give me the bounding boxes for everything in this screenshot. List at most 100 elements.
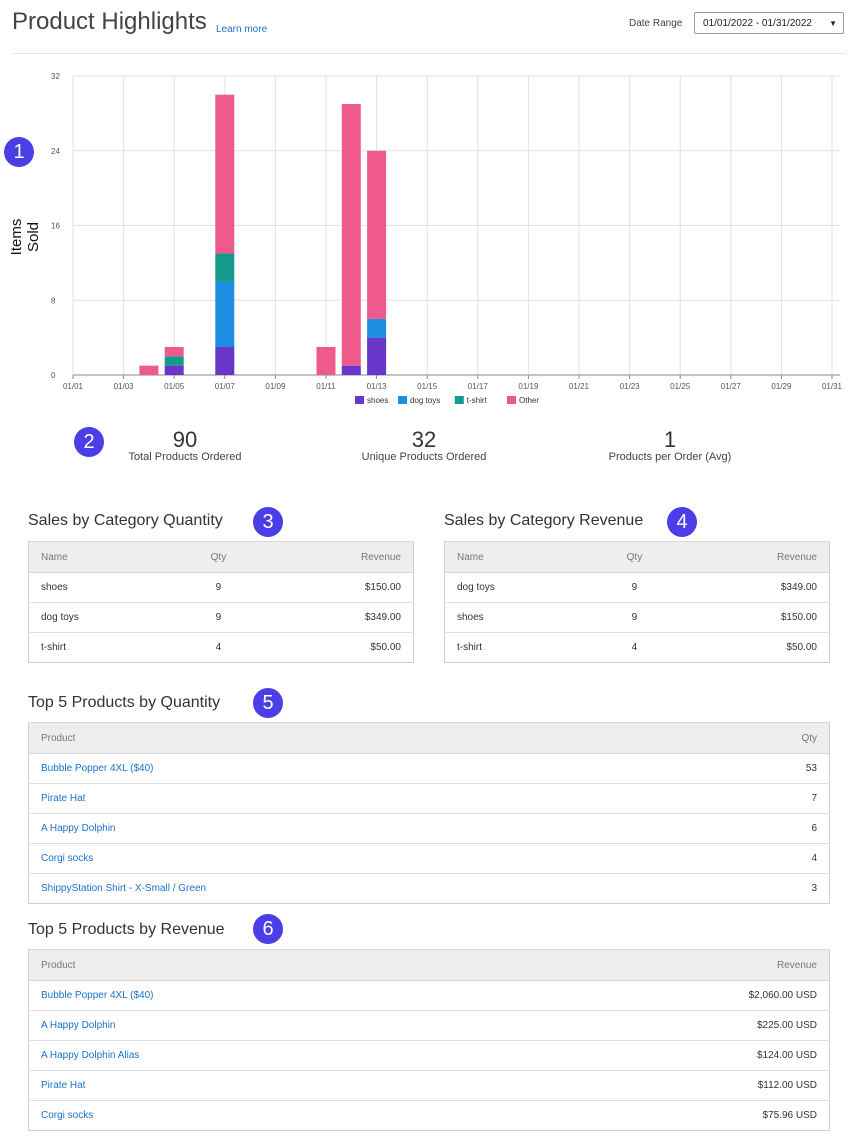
table-cell: $349.00: [264, 602, 414, 633]
product-link[interactable]: A Happy Dolphin: [28, 813, 690, 844]
bar-segment-shoes: [215, 346, 235, 375]
column-header: Name: [444, 541, 589, 573]
table-header-row: Product Revenue: [28, 949, 830, 981]
bar-segment-t-shirt: [164, 356, 184, 366]
bar-segment-dog-toys: [215, 281, 235, 347]
stat-value: 1: [663, 427, 677, 452]
annotation-badge-3: 3: [253, 507, 283, 537]
table-cell: $124.00 USD: [505, 1040, 830, 1071]
product-link[interactable]: Bubble Popper 4XL ($40): [28, 980, 506, 1011]
page-title: Product Highlights: [12, 8, 207, 35]
table-cell: $225.00 USD: [505, 1010, 830, 1041]
sales-by-category-quantity-title: Sales by Category Quantity: [28, 512, 223, 529]
x-tick-label: 01/01: [63, 382, 84, 391]
learn-more-link[interactable]: Learn more: [216, 24, 268, 35]
chevron-down-icon: ▼: [829, 19, 837, 28]
table-cell: $50.00: [264, 632, 414, 663]
legend-swatch: [454, 396, 464, 404]
table-row: dog toys 9 $349.00: [28, 602, 414, 633]
bar-segment-other: [341, 104, 361, 366]
bar-segment-shoes: [367, 337, 387, 375]
product-link[interactable]: Pirate Hat: [28, 783, 690, 814]
table-row: Pirate Hat $112.00 USD: [28, 1070, 830, 1101]
items-sold-chart: 0 8 16 24 32 01/01 01/03 01/05 01/07 01/09 01/11 01…: [51, 72, 843, 405]
table-row: A Happy Dolphin Alias $124.00 USD: [28, 1040, 830, 1071]
annotation-badge-1: 1: [4, 137, 34, 167]
y-tick-label: 8: [51, 296, 56, 305]
product-link[interactable]: Corgi socks: [28, 1100, 506, 1131]
annotation-badge-6: 6: [253, 914, 283, 944]
x-tick-label: 01/15: [417, 382, 438, 391]
date-range-value: 01/01/2022 - 01/31/2022: [703, 18, 812, 29]
table-cell: 9: [172, 602, 265, 633]
top-products-by-quantity-title: Top 5 Products by Quantity: [28, 694, 221, 711]
table-cell: $150.00: [264, 572, 414, 603]
table-cell: $75.96 USD: [505, 1100, 830, 1131]
x-tick-label: 01/19: [518, 382, 539, 391]
table-row: shoes 9 $150.00: [28, 572, 414, 603]
table-cell: $150.00: [680, 602, 830, 633]
bar-segment-t-shirt: [215, 253, 235, 282]
table-cell: $2,060.00 USD: [505, 980, 830, 1011]
date-range-select[interactable]: 01/01/2022 - 01/31/2022 ▼: [694, 12, 844, 34]
column-header: Qty: [689, 722, 830, 754]
stat-label: Products per Order (Avg): [608, 451, 732, 463]
table-cell: 7: [689, 783, 830, 814]
table-cell: $349.00: [680, 572, 830, 603]
product-link[interactable]: A Happy Dolphin Alias: [28, 1040, 506, 1071]
top-products-by-quantity-table: Product Qty Bubble Popper 4XL ($40) 53 P…: [28, 722, 830, 904]
stat-unique-products: 32 Unique Products Ordered: [334, 429, 514, 464]
table-row: Corgi socks 4: [28, 843, 830, 874]
x-tick-label: 01/21: [569, 382, 590, 391]
bar-segment-other: [139, 365, 159, 375]
table-cell: dog toys: [444, 572, 589, 603]
y-tick-label: 24: [51, 147, 60, 156]
table-cell: 3: [689, 873, 830, 904]
table-row: Bubble Popper 4XL ($40) 53: [28, 753, 830, 784]
sales-by-category-revenue-title: Sales by Category Revenue: [444, 512, 644, 529]
stat-value: 90: [172, 427, 198, 452]
x-tick-label: 01/11: [316, 382, 336, 391]
legend-label: dog toys: [410, 396, 440, 405]
table-cell: 9: [588, 602, 681, 633]
product-link[interactable]: ShippyStation Shirt - X-Small / Green: [28, 873, 690, 904]
table-cell: shoes: [444, 602, 589, 633]
table-header-row: Product Qty: [28, 722, 830, 754]
y-tick-label: 16: [51, 222, 60, 231]
legend-swatch: [507, 396, 516, 404]
bar-segment-other: [367, 150, 387, 319]
table-row: Pirate Hat 7: [28, 783, 830, 814]
product-link[interactable]: Bubble Popper 4XL ($40): [28, 753, 690, 784]
table-row: Bubble Popper 4XL ($40) $2,060.00 USD: [28, 980, 830, 1011]
product-link[interactable]: Pirate Hat: [28, 1070, 506, 1101]
column-header: Qty: [172, 541, 265, 573]
legend-label: shoes: [367, 396, 388, 405]
legend-label: Other: [519, 396, 539, 405]
product-link[interactable]: A Happy Dolphin: [28, 1010, 506, 1041]
x-tick-label: 01/07: [215, 382, 236, 391]
column-header: Revenue: [680, 541, 830, 573]
annotation-badge-4: 4: [667, 507, 697, 537]
column-header: Product: [28, 949, 506, 981]
top-products-by-revenue-title: Top 5 Products by Revenue: [28, 921, 225, 938]
table-row: Corgi socks $75.96 USD: [28, 1100, 830, 1131]
table-cell: 4: [172, 632, 265, 663]
date-range-label: Date Range: [629, 18, 683, 29]
x-tick-label: 01/09: [265, 382, 286, 391]
table-row: A Happy Dolphin 6: [28, 813, 830, 844]
header-divider: [12, 53, 846, 54]
bar-segment-shoes: [341, 365, 361, 375]
table-cell: 4: [689, 843, 830, 874]
legend-swatch: [398, 396, 407, 404]
bar-segment-other: [215, 94, 235, 254]
legend-label: t-shirt: [467, 396, 488, 405]
product-link[interactable]: Corgi socks: [28, 843, 690, 874]
column-header: Product: [28, 722, 690, 754]
x-tick-label: 01/05: [164, 382, 185, 391]
x-tick-label: 01/17: [468, 382, 489, 391]
x-tick-label: 01/27: [721, 382, 742, 391]
x-tick-label: 01/23: [620, 382, 641, 391]
annotation-badge-2: 2: [74, 427, 104, 457]
column-header: Revenue: [505, 949, 830, 981]
table-header-row: Name Qty Revenue: [444, 541, 830, 573]
